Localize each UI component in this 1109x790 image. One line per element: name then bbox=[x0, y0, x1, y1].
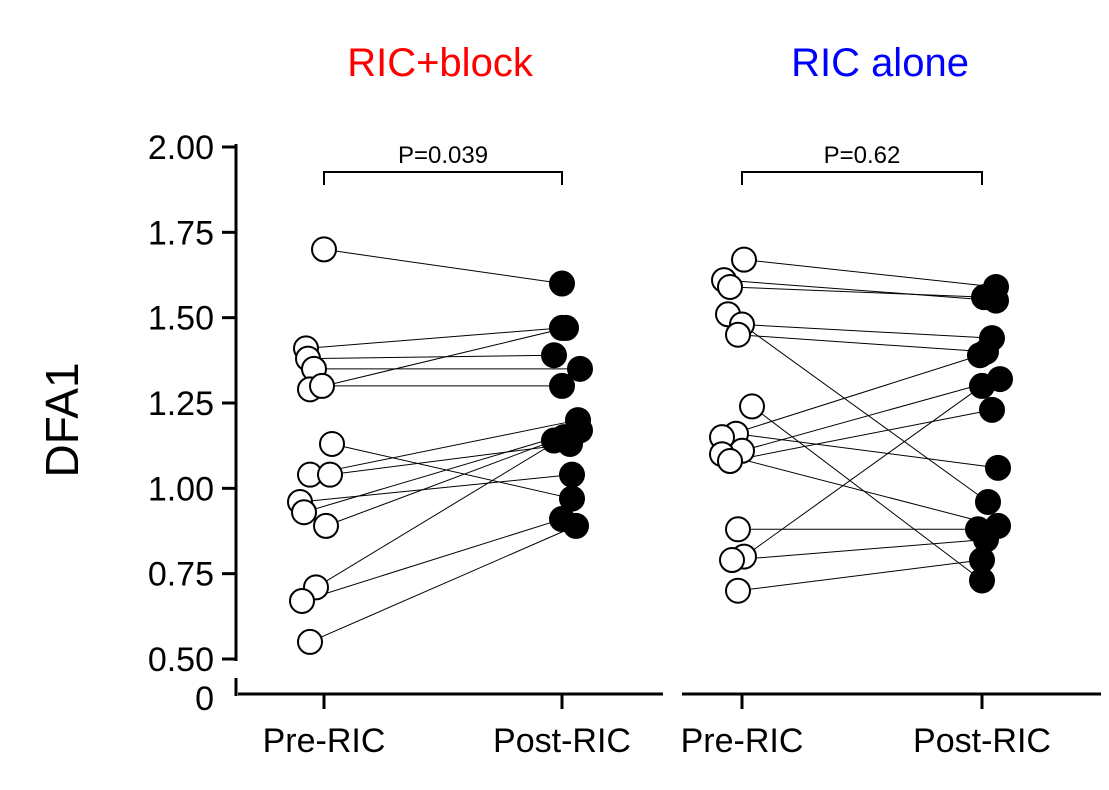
post-point bbox=[969, 547, 995, 574]
pair-line bbox=[729, 409, 993, 462]
pre-point bbox=[717, 273, 743, 300]
panel-title: RIC+block bbox=[347, 41, 534, 85]
pre-point bbox=[289, 587, 315, 614]
pair-line bbox=[743, 385, 983, 558]
x-tick-label: Post-RIC bbox=[493, 722, 631, 760]
pre-point bbox=[717, 448, 743, 475]
p-value-label: P=0.62 bbox=[824, 142, 901, 169]
y-tick-label: 0.75 bbox=[148, 556, 214, 594]
pre-point bbox=[719, 547, 745, 574]
post-point bbox=[985, 454, 1011, 481]
panel-2: RIC alone Pre-RIC Post-RIC P=0.62 bbox=[681, 41, 1101, 760]
pair-line bbox=[305, 327, 563, 349]
pair-line bbox=[325, 440, 555, 527]
pair-line bbox=[323, 248, 563, 285]
pair-line bbox=[331, 443, 573, 500]
pair-line bbox=[329, 443, 571, 476]
pair-line bbox=[735, 433, 999, 469]
pre-point bbox=[297, 628, 323, 655]
pair-line bbox=[721, 453, 999, 527]
pair-line bbox=[741, 323, 993, 339]
post-point bbox=[975, 488, 1001, 515]
pre-point bbox=[725, 577, 751, 604]
pre-point bbox=[319, 430, 345, 457]
panel-1: RIC+block Pre-RIC Post-RIC P=0.039 bbox=[238, 41, 663, 760]
post-point bbox=[969, 372, 995, 399]
x-tick-label: Pre-RIC bbox=[263, 722, 386, 760]
post-point bbox=[967, 342, 993, 369]
pre-point bbox=[725, 321, 751, 348]
y-tick-label: 0 bbox=[195, 680, 214, 718]
p-value-label: P=0.039 bbox=[398, 142, 488, 169]
significance-bracket bbox=[323, 171, 563, 185]
significance-bracket bbox=[741, 171, 983, 185]
y-axis-label: DFA1 bbox=[36, 362, 88, 477]
pair-line bbox=[307, 354, 555, 360]
pair-line bbox=[721, 354, 981, 438]
post-point bbox=[563, 512, 589, 539]
y-tick-label: 1.75 bbox=[148, 214, 214, 252]
pre-point bbox=[725, 516, 751, 543]
pair-line bbox=[299, 474, 573, 503]
x-tick-label: Post-RIC bbox=[913, 722, 1051, 760]
pair-line bbox=[309, 525, 577, 643]
y-tick-label: 0.50 bbox=[148, 641, 214, 679]
post-point bbox=[567, 355, 593, 382]
pair-line bbox=[737, 559, 983, 592]
pre-point bbox=[317, 461, 343, 488]
post-point bbox=[559, 461, 585, 488]
y-tick-label: 1.25 bbox=[148, 385, 214, 423]
pair-line bbox=[737, 334, 987, 353]
post-point bbox=[553, 314, 579, 341]
pair-line bbox=[303, 429, 581, 513]
pre-point bbox=[311, 236, 337, 263]
pre-point bbox=[731, 246, 757, 273]
post-point bbox=[551, 424, 577, 451]
pair-line bbox=[731, 539, 987, 561]
post-point bbox=[979, 396, 1005, 423]
pair-line bbox=[309, 327, 567, 390]
y-tick-label: 1.00 bbox=[148, 470, 214, 508]
pre-point bbox=[739, 393, 765, 420]
pair-line bbox=[741, 378, 1001, 452]
panel-title: RIC alone bbox=[791, 41, 969, 85]
pre-point bbox=[313, 512, 339, 539]
pre-point bbox=[309, 372, 335, 399]
y-tick-label: 1.50 bbox=[148, 300, 214, 338]
post-point bbox=[971, 284, 997, 311]
pair-line bbox=[729, 286, 985, 298]
pre-point bbox=[291, 499, 317, 526]
post-point bbox=[549, 372, 575, 399]
pair-line bbox=[723, 279, 997, 302]
post-point bbox=[541, 342, 567, 369]
pair-line bbox=[301, 518, 563, 602]
pair-line bbox=[727, 313, 989, 503]
pair-line bbox=[743, 259, 997, 288]
pair-line bbox=[315, 436, 565, 588]
pair-line bbox=[309, 419, 579, 476]
y-tick-label: 2.00 bbox=[148, 129, 214, 167]
pair-line bbox=[751, 406, 983, 581]
x-tick-label: Pre-RIC bbox=[681, 722, 804, 760]
post-point bbox=[549, 270, 575, 297]
